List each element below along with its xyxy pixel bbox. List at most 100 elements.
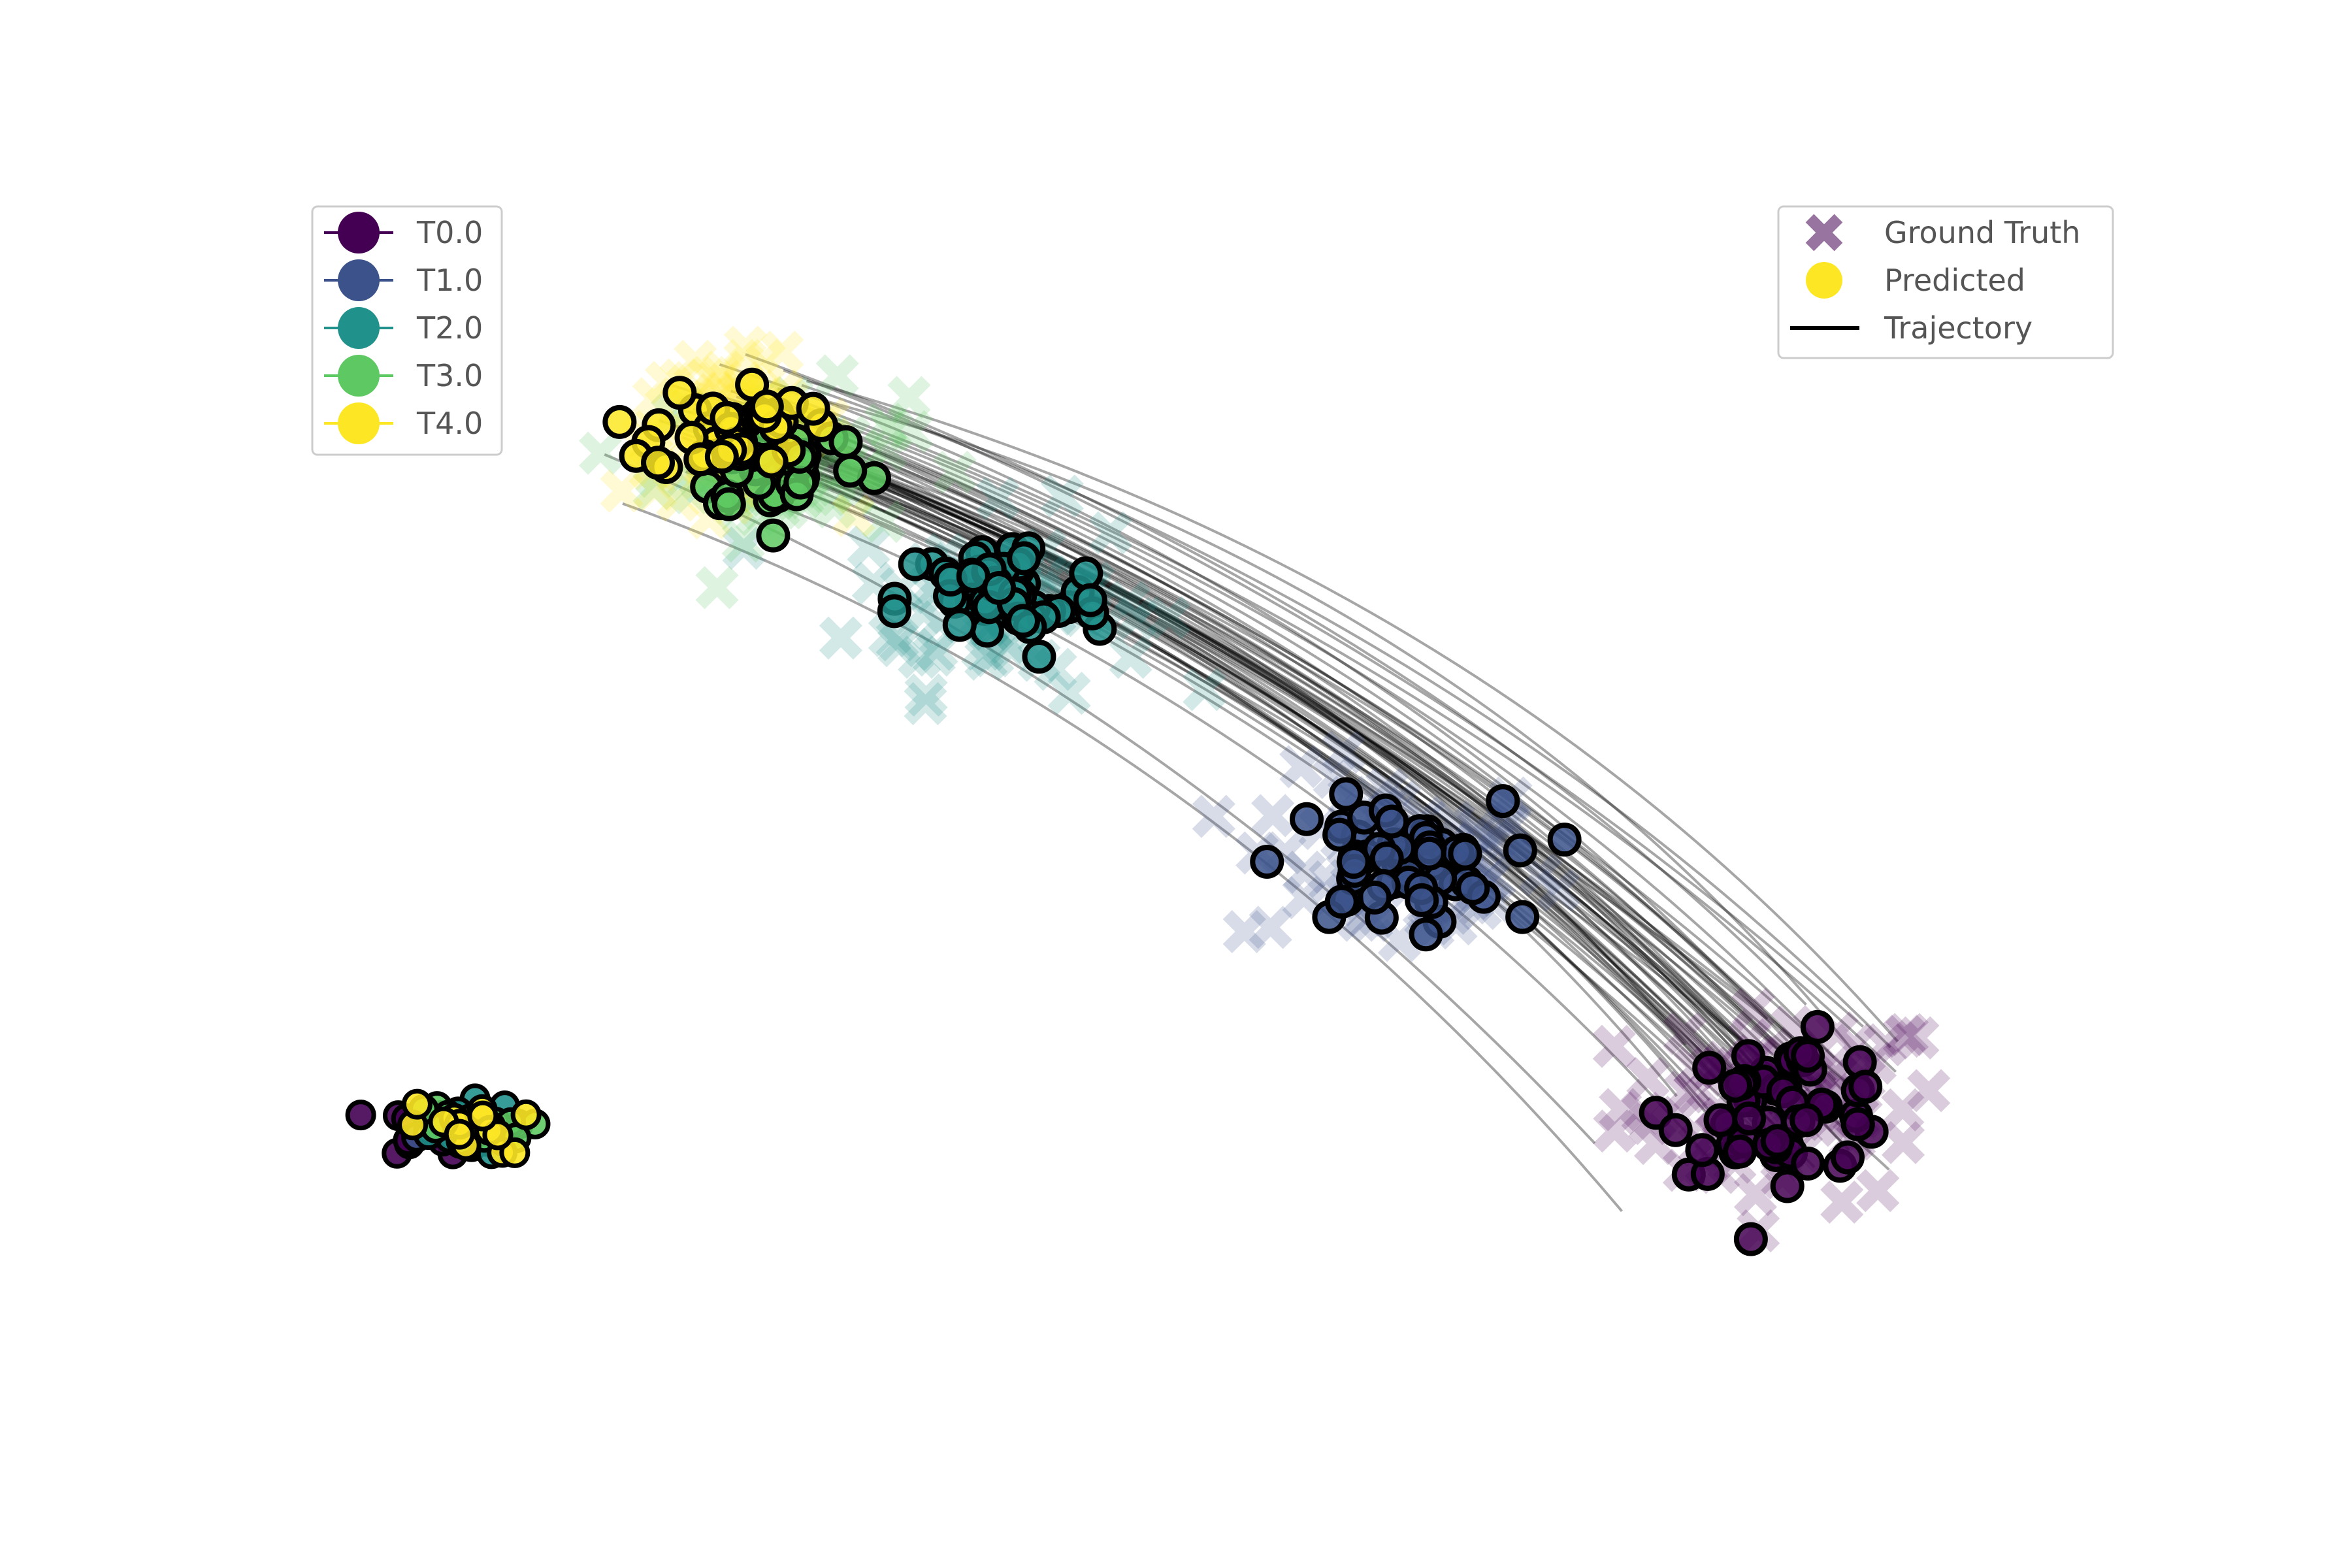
trajectory-line: [718, 411, 1768, 1086]
trajectory-line: [804, 401, 1897, 1073]
predicted-marker: [1250, 845, 1284, 879]
predicted-marker: [345, 1100, 376, 1131]
ground-truth-marker: [813, 485, 857, 529]
trajectory-line: [783, 368, 1864, 1028]
ground-truth-marker: [1592, 1024, 1636, 1068]
trajectory-line: [740, 392, 1801, 1060]
predicted-marker: [401, 1088, 433, 1120]
trajectory-line: [770, 454, 1845, 1147]
predicted-marker: [1336, 845, 1371, 879]
ground-truth-marker: [875, 618, 919, 662]
predicted-marker: [1456, 871, 1490, 906]
predicted-marker: [1405, 883, 1439, 917]
predicted-marker: [877, 594, 911, 629]
ground-truth-marker: [1047, 672, 1091, 715]
predicted-marker: [1486, 784, 1520, 819]
legend-time-marker: [338, 355, 380, 397]
predicted-marker: [602, 404, 637, 439]
predicted-marker: [982, 570, 1017, 605]
predicted-marker: [1448, 836, 1482, 871]
legend-trajectory-label: Trajectory: [1884, 310, 2033, 346]
ground-truth-marker: [721, 519, 765, 563]
predicted-marker: [1503, 833, 1537, 868]
legend-time-marker: [338, 259, 380, 301]
ground-truth-marker: [1733, 1173, 1778, 1217]
legend-ground-truth-marker: [1805, 214, 1843, 252]
trajectory-line: [760, 436, 1831, 1122]
predicted-marker: [1840, 1107, 1875, 1141]
legend-time-label: T1.0: [416, 263, 483, 298]
legend-predicted-marker: [1806, 262, 1842, 299]
trajectory-line: [764, 407, 1837, 1081]
ground-truth-marker: [832, 494, 875, 538]
legend-style: Ground Truth Predicted Trajectory: [1777, 205, 2114, 359]
trajectory-line: [746, 444, 1810, 1132]
predicted-marker: [1073, 583, 1107, 617]
legend-predicted-label: Predicted: [1884, 263, 2025, 298]
ground-truth-marker: [1109, 635, 1152, 679]
ground-truth-marker: [1664, 1070, 1708, 1114]
ground-truth-marker: [656, 478, 700, 522]
predicted-marker: [1357, 880, 1392, 915]
ground-truth-marker: [1626, 1056, 1670, 1100]
predicted-marker: [828, 425, 863, 459]
trajectory-line: [777, 387, 1855, 1053]
ground-truth-marker: [1251, 794, 1295, 838]
ground-truth-marker: [815, 354, 859, 398]
predicted-marker: [641, 446, 676, 480]
predicted-marker: [1409, 917, 1443, 952]
trajectory-line: [725, 442, 1778, 1129]
trajectory-line: [755, 431, 1822, 1113]
predicted-marker: [1791, 1147, 1825, 1181]
trajectory-line: [737, 429, 1796, 1111]
predicted-marker: [1848, 1070, 1883, 1104]
predicted-marker: [1760, 1124, 1795, 1158]
trajectory-line: [622, 502, 1623, 1213]
predicted-marker: [1505, 900, 1540, 934]
ground-truth-marker: [819, 616, 863, 660]
trajectory-line: [740, 387, 1799, 1054]
predicted-marker: [1692, 1051, 1727, 1085]
legend-time-label: T2.0: [416, 310, 483, 346]
predicted-marker: [1290, 802, 1324, 836]
ground-truth-marker: [870, 408, 914, 452]
ground-truth-marker: [698, 356, 742, 400]
trajectory-line: [732, 432, 1788, 1116]
ground-truth-marker: [933, 450, 977, 494]
trajectory-line: [750, 470, 1816, 1168]
trajectory-line: [727, 418, 1780, 1096]
legend-time-label: T3.0: [416, 358, 483, 393]
legend-style-frame: [1777, 205, 2114, 359]
ground-truth-marker: [864, 402, 907, 446]
ground-truth-marker: [1088, 511, 1133, 555]
ground-truth-marker: [1322, 730, 1365, 774]
ground-truth-marker: [862, 500, 906, 544]
trajectory-line: [719, 427, 1769, 1108]
ground-truth-marker: [695, 566, 739, 610]
ground-truth-marker: [1147, 596, 1191, 640]
trajectory-line: [771, 417, 1846, 1095]
predicted-marker: [1022, 640, 1056, 674]
ground-truth-marker: [1282, 850, 1327, 894]
legend-ground-truth-label: Ground Truth: [1884, 215, 2080, 250]
ground-truth-marker: [1249, 906, 1292, 949]
trajectory-line: [725, 423, 1778, 1102]
trajectory-line: [722, 431, 1774, 1115]
ground-truth-marker: [964, 637, 1008, 681]
legend-time-label: T0.0: [416, 215, 483, 250]
predicted-marker: [749, 389, 784, 424]
predicted-marker: [510, 1099, 542, 1130]
trajectory-line: [774, 458, 1850, 1151]
ground-truth-marker: [1663, 1012, 1707, 1056]
predicted-marker: [754, 444, 789, 479]
predicted-marker: [1831, 1140, 1865, 1175]
predicted-marker: [1329, 777, 1364, 811]
predicted-marker: [711, 487, 746, 521]
trajectory-line: [659, 419, 1678, 1098]
ground-truth-marker: [687, 355, 731, 399]
legend-time-label: T4.0: [416, 406, 483, 441]
ground-truth-marker: [912, 633, 956, 677]
ground-truth-marker: [578, 431, 623, 475]
ground-truth-marker: [890, 410, 934, 453]
ground-truth-marker: [1907, 1069, 1951, 1113]
